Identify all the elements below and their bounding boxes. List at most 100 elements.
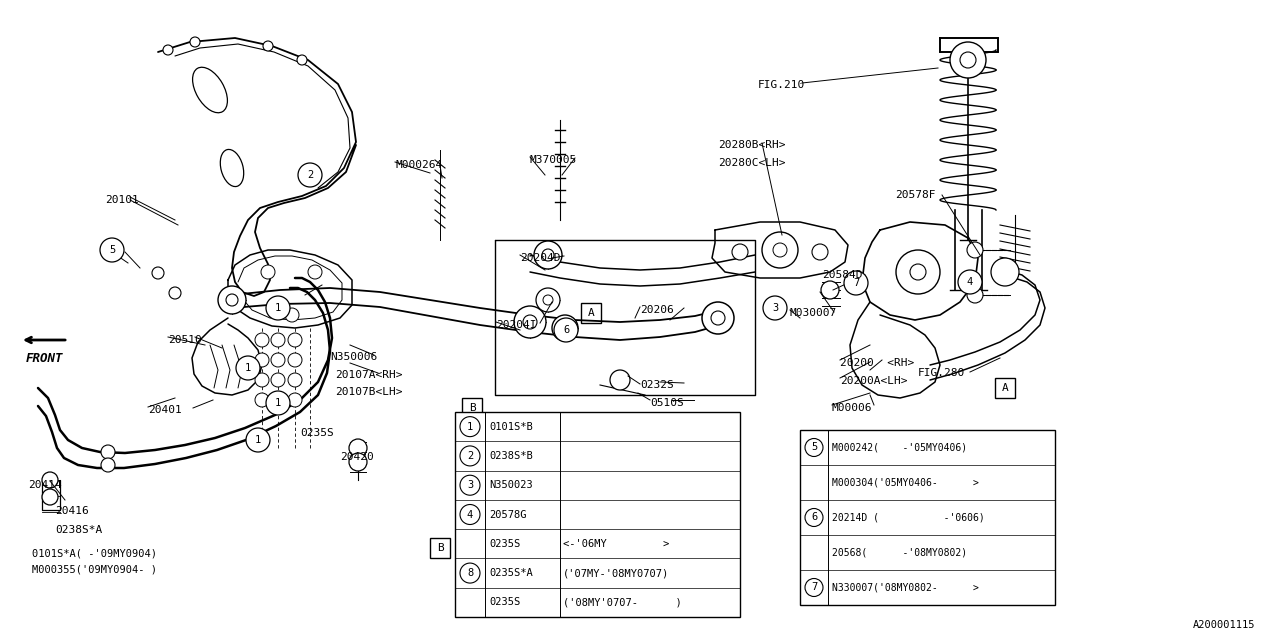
Circle shape [910,264,925,280]
Text: 20420: 20420 [340,452,374,462]
Circle shape [460,563,480,583]
Circle shape [991,258,1019,286]
Circle shape [960,52,977,68]
Text: 0235S: 0235S [489,597,520,607]
Circle shape [288,373,302,387]
Text: 0235S: 0235S [300,428,334,438]
Circle shape [460,446,480,466]
Text: 7: 7 [810,582,817,593]
Text: 20401: 20401 [148,405,182,415]
Circle shape [966,287,983,303]
Text: 0235S: 0235S [489,539,520,548]
Circle shape [805,579,823,596]
Text: 5: 5 [109,245,115,255]
Text: N330007('08MY0802-      >: N330007('08MY0802- > [832,582,979,593]
Circle shape [261,265,275,279]
Circle shape [271,333,285,347]
Text: M030007: M030007 [790,308,837,318]
Circle shape [246,428,270,452]
Circle shape [805,438,823,456]
Text: 0235S*A: 0235S*A [489,568,532,578]
Circle shape [732,244,748,260]
Circle shape [812,244,828,260]
Text: ('07MY-'08MY0707): ('07MY-'08MY0707) [563,568,669,578]
Bar [462,398,483,418]
Text: 1: 1 [255,435,261,445]
Circle shape [255,373,269,387]
Circle shape [460,417,480,436]
Circle shape [543,295,553,305]
Circle shape [262,41,273,51]
Text: 1: 1 [244,363,251,373]
Circle shape [255,353,269,367]
Text: 20204D: 20204D [520,253,561,263]
Circle shape [950,42,986,78]
Text: 6: 6 [810,513,817,522]
Circle shape [561,323,570,333]
Text: 20200A<LH>: 20200A<LH> [840,376,908,386]
Circle shape [271,373,285,387]
Text: 7: 7 [852,278,859,288]
Circle shape [773,243,787,257]
Circle shape [236,356,260,380]
Text: 3: 3 [772,303,778,313]
Text: B: B [468,403,475,413]
Text: N350023: N350023 [489,480,532,490]
Text: 20280B<RH>: 20280B<RH> [718,140,786,150]
Text: 20107A<RH>: 20107A<RH> [335,370,402,380]
Circle shape [288,393,302,407]
Circle shape [515,306,547,338]
Circle shape [588,421,612,445]
Text: 0238S*B: 0238S*B [489,451,532,461]
Text: M00006: M00006 [832,403,873,413]
Circle shape [101,458,115,472]
Circle shape [255,333,269,347]
Circle shape [552,315,579,341]
Text: 4: 4 [966,277,973,287]
Circle shape [349,453,367,471]
Circle shape [896,250,940,294]
Text: 20414: 20414 [28,480,61,490]
Text: 8: 8 [467,568,474,578]
Text: M370005: M370005 [530,155,577,165]
Text: FRONT: FRONT [26,352,63,365]
Circle shape [271,393,285,407]
Text: 20416: 20416 [55,506,88,516]
Bar [995,378,1015,398]
Text: 1: 1 [275,303,282,313]
Text: 3: 3 [467,480,474,490]
Circle shape [218,286,246,314]
Text: 0238S*A: 0238S*A [55,525,102,535]
Text: 6: 6 [563,325,570,335]
Bar [800,430,1055,605]
Text: 2: 2 [307,170,314,180]
Circle shape [611,370,630,390]
Circle shape [169,287,180,299]
Circle shape [349,439,367,457]
Text: 1: 1 [275,398,282,408]
Circle shape [460,476,480,495]
Circle shape [288,353,302,367]
Text: 20204I: 20204I [497,320,536,330]
Circle shape [163,45,173,55]
Circle shape [42,489,58,505]
Circle shape [101,445,115,459]
Text: M000242(    -'05MY0406): M000242( -'05MY0406) [832,442,968,452]
Circle shape [288,333,302,347]
Circle shape [524,315,538,329]
Circle shape [285,308,300,322]
Text: 20101: 20101 [105,195,138,205]
Text: N350006: N350006 [330,352,378,362]
Text: 1: 1 [467,422,474,431]
Text: 20510: 20510 [168,335,202,345]
Circle shape [536,288,561,312]
Circle shape [297,55,307,65]
Circle shape [100,238,124,262]
Circle shape [298,163,323,187]
Circle shape [844,271,868,295]
Text: ('08MY'0707-      ): ('08MY'0707- ) [563,597,682,607]
Text: 8: 8 [596,428,603,438]
Text: 20214D (           -'0606): 20214D ( -'0606) [832,513,984,522]
Circle shape [710,311,724,325]
Text: 0101S*A( -'09MY0904): 0101S*A( -'09MY0904) [32,548,157,558]
